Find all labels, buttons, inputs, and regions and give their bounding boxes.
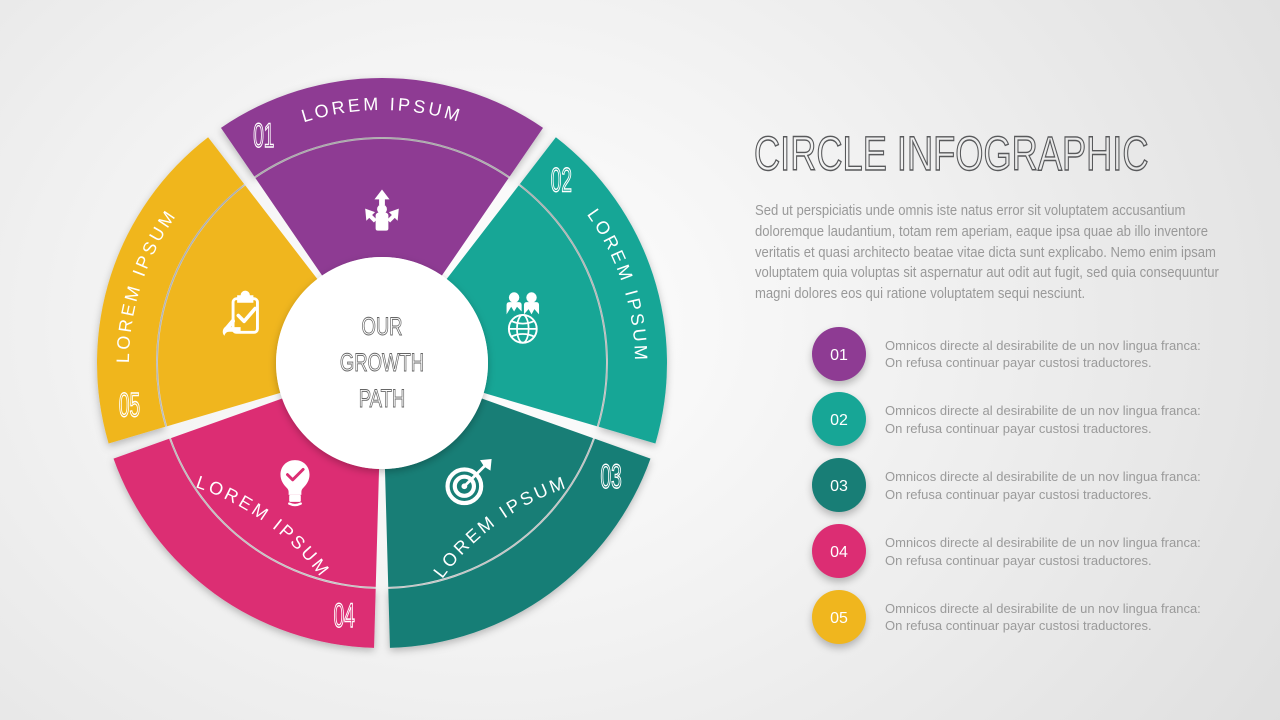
svg-text:04: 04 [334,596,355,634]
svg-text:PATH: PATH [359,384,406,412]
svg-text:02: 02 [830,412,848,429]
svg-text:05: 05 [119,385,140,423]
svg-text:03: 03 [830,478,848,495]
svg-text:03: 03 [601,457,622,495]
svg-text:02: 02 [551,161,572,199]
svg-text:01: 01 [253,116,274,154]
svg-text:05: 05 [830,610,848,627]
svg-text:GROWTH: GROWTH [340,348,424,376]
svg-text:01: 01 [830,347,848,364]
svg-text:04: 04 [830,544,848,561]
svg-text:CIRCLE INFOGRAPHIC: CIRCLE INFOGRAPHIC [754,128,1149,181]
svg-text:OUR: OUR [361,312,402,340]
